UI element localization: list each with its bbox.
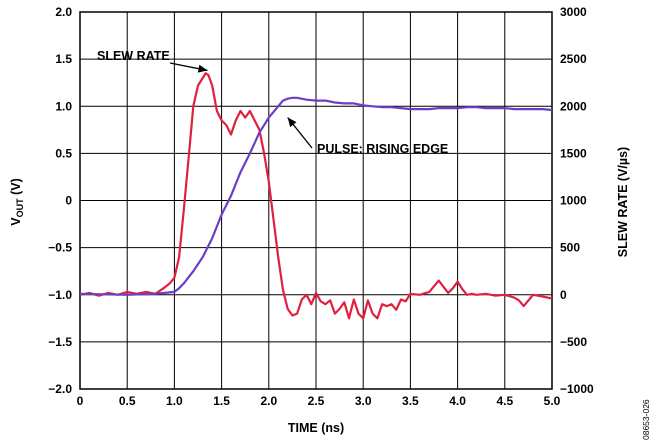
y-axis-right-title: SLEW RATE (V/µs) [616, 147, 630, 257]
x-tick-label: 2.0 [260, 394, 277, 408]
grid [80, 12, 552, 389]
annotation-arrowhead [197, 64, 208, 73]
x-axis-title: TIME (ns) [288, 421, 344, 435]
y-left-tick-label: 0 [65, 194, 72, 208]
plot-frame [79, 11, 553, 390]
y-right-tick-label: 3000 [560, 5, 587, 19]
x-tick-label: 4.0 [449, 394, 466, 408]
x-tick-label: 2.5 [308, 394, 325, 408]
y-right-tick-label: 500 [560, 241, 580, 255]
y-left-tick-label: 0.5 [55, 146, 72, 160]
y-right-tick-label: 1500 [560, 146, 587, 160]
annotation-pulse-rising-edge: PULSE: RISING EDGE [317, 142, 448, 156]
y-left-title-main: V [9, 217, 23, 226]
x-tick-label: 4.5 [496, 394, 513, 408]
y-left-tick-label: −1.0 [48, 288, 72, 302]
tick-labels: 0 0.5 1.0 1.5 2.0 2.5 3.0 3.5 4.0 4.5 5.0 −2.0 −1.5 −… [48, 5, 594, 408]
y-right-tick-label: 2000 [560, 99, 587, 113]
y-right-tick-label: 0 [560, 288, 567, 302]
series-group [79, 72, 553, 320]
y-left-tick-label: −1.5 [48, 335, 72, 349]
annotations: SLEW RATE PULSE: RISING EDGE [97, 49, 448, 156]
y-left-tick-label: −0.5 [48, 241, 72, 255]
figure-code: 08653-026 [641, 399, 651, 440]
x-tick-label: 1.0 [166, 394, 183, 408]
annotation-arrowhead [287, 117, 297, 128]
x-tick-label: 3.5 [402, 394, 419, 408]
x-tick-label: 5.0 [544, 394, 561, 408]
y-left-tick-label: 2.0 [55, 5, 72, 19]
y-left-tick-label: −2.0 [48, 382, 72, 396]
x-tick-label: 0 [77, 394, 84, 408]
y-right-tick-label: 1000 [560, 194, 587, 208]
x-tick-label: 3.0 [355, 394, 372, 408]
series-line-pulse-rising-edge [79, 96, 553, 296]
x-tick-label: 1.5 [213, 394, 230, 408]
x-tick-label: 0.5 [119, 394, 136, 408]
y-right-tick-label: −1000 [560, 382, 594, 396]
y-left-tick-label: 1.5 [55, 52, 72, 66]
annotation-slew-rate: SLEW RATE [97, 49, 170, 63]
series-line-slew-rate [79, 72, 553, 320]
y-right-tick-label: 2500 [560, 52, 587, 66]
y-left-tick-label: 1.0 [55, 99, 72, 113]
y-axis-left-title: VOUT (V) [9, 178, 25, 225]
y-right-tick-label: −500 [560, 335, 587, 349]
y-left-title-unit: (V) [9, 178, 23, 198]
y-left-title-subscript: OUT [15, 198, 25, 218]
